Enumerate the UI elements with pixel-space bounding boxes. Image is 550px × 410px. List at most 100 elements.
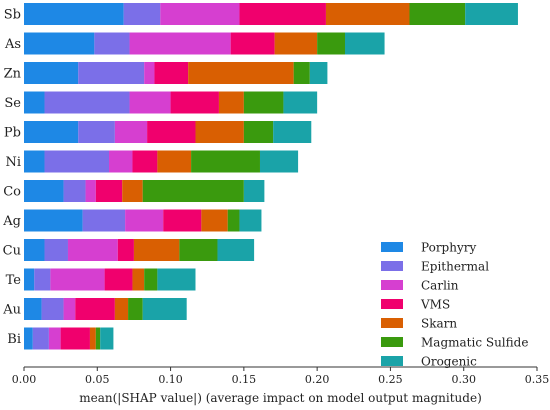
bar-segment <box>34 268 51 291</box>
bar-segment <box>144 62 155 84</box>
bar-segment <box>154 62 189 84</box>
bar-segment <box>309 62 328 84</box>
bar-segment <box>157 150 192 173</box>
bar-segment <box>195 121 244 143</box>
legend-swatch <box>381 299 403 309</box>
bar-segment <box>32 327 49 350</box>
bar-segment <box>48 327 61 350</box>
x-axis-label: mean(|SHAP value|) (average impact on mo… <box>79 391 482 405</box>
bar-segment <box>24 32 95 55</box>
bar-segment <box>24 298 42 320</box>
bar-segment <box>122 180 143 202</box>
y-category-label: Ni <box>5 155 21 170</box>
bar-segment <box>117 239 134 261</box>
bar-segment <box>239 3 326 25</box>
bar-segment <box>100 327 114 350</box>
bar-segment <box>230 32 275 55</box>
bar-segment <box>243 180 265 202</box>
y-category-label: Co <box>3 185 21 200</box>
bar-segment <box>409 3 466 25</box>
x-tick-label: 0.10 <box>158 373 183 386</box>
bar-segment <box>78 62 145 84</box>
bar-segment <box>24 121 79 143</box>
bar-segment <box>114 298 129 320</box>
bar-segment <box>24 268 35 291</box>
bar-segment <box>239 209 262 232</box>
bar-segment <box>217 239 255 261</box>
x-tick-label: 0.30 <box>451 373 476 386</box>
y-category-label: Se <box>4 96 21 111</box>
bar-segment <box>95 180 123 202</box>
bar-segment <box>133 239 180 261</box>
bar-segment <box>188 62 294 84</box>
bar-segment <box>109 150 133 173</box>
bar-segment <box>125 209 164 232</box>
bar-segment <box>63 180 86 202</box>
bar-segment <box>44 150 110 173</box>
y-category-label: Au <box>2 303 21 318</box>
y-category-label: Te <box>6 273 22 288</box>
bar-segment <box>218 91 244 114</box>
bar-segment <box>78 121 115 143</box>
x-tick-label: 0.00 <box>12 373 37 386</box>
bar-segment <box>41 298 64 320</box>
bar-segment <box>24 62 79 84</box>
legend-label: Magmatic Sulfide <box>421 336 528 350</box>
bar-segment <box>201 209 228 232</box>
legend-swatch <box>381 356 403 366</box>
legend-label: Epithermal <box>421 260 489 274</box>
bar-segment <box>82 209 126 232</box>
y-category-label: Zn <box>4 67 22 82</box>
bar-segment <box>94 32 130 55</box>
legend: Porphyry Epithermal Carlin VMS Skarn Magmatic… <box>381 241 528 369</box>
bar-segment <box>179 239 218 261</box>
legend-label: Skarn <box>421 317 457 331</box>
x-tick-label: 0.20 <box>305 373 330 386</box>
bar-segment <box>227 209 240 232</box>
legend-swatch <box>381 280 403 290</box>
x-tick-label: 0.05 <box>85 373 110 386</box>
bar-segment <box>325 3 410 25</box>
x-tick-label: 0.15 <box>232 373 257 386</box>
bar-segment <box>191 150 260 173</box>
bar-segment <box>44 239 68 261</box>
bar-segment <box>273 121 312 143</box>
bar-segment <box>24 239 45 261</box>
bar-segment <box>132 268 145 291</box>
bar-segment <box>85 180 96 202</box>
y-category-label: Pb <box>4 126 21 141</box>
bar-segment <box>142 298 187 320</box>
bar-segment <box>274 32 318 55</box>
legend-swatch <box>381 318 403 328</box>
bar-segment <box>465 3 518 25</box>
bar-segment <box>128 298 143 320</box>
bar-segment <box>132 150 158 173</box>
bar-segment <box>157 268 196 291</box>
legend-swatch <box>381 337 403 347</box>
bar-segment <box>24 3 124 25</box>
y-category-label: Ag <box>2 214 21 229</box>
legend-label: Carlin <box>421 279 459 293</box>
bar-segment <box>160 3 240 25</box>
bar-segment <box>60 327 90 350</box>
bar-segment <box>50 268 105 291</box>
bar-segment <box>344 32 385 55</box>
bar-segment <box>243 91 284 114</box>
bar-segment <box>259 150 299 173</box>
y-category-label: As <box>4 37 21 52</box>
legend-swatch <box>381 261 403 271</box>
bar-segment <box>75 298 115 320</box>
bar-segment <box>170 91 219 114</box>
bar-segment <box>163 209 202 232</box>
bars-layer <box>24 3 518 350</box>
bar-segment <box>283 91 318 114</box>
bar-segment <box>293 62 310 84</box>
bar-segment <box>114 121 148 143</box>
bar-segment <box>24 150 45 173</box>
x-tick-label: 0.25 <box>378 373 403 386</box>
y-category-label: Sb <box>4 8 21 23</box>
y-category-label: Bi <box>7 332 21 347</box>
bar-segment <box>67 239 118 261</box>
legend-label: Orogenic <box>421 355 477 369</box>
